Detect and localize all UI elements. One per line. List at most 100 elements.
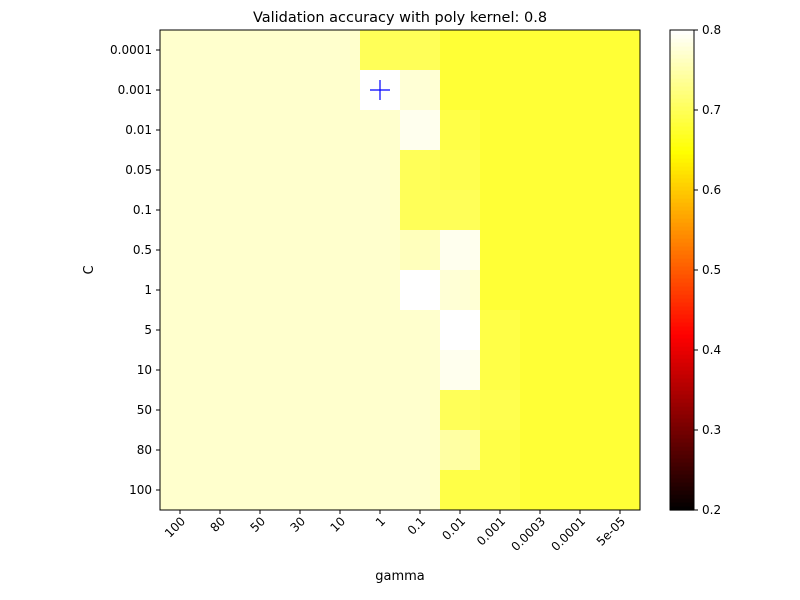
heatmap-cell	[520, 430, 561, 471]
heatmap-cell	[400, 190, 441, 231]
colorbar-band	[670, 442, 694, 447]
heatmap-cell	[360, 150, 401, 191]
heatmap-cell	[600, 470, 641, 511]
heatmap-cell	[160, 390, 201, 431]
colorbar-band	[670, 398, 694, 403]
heatmap-cell	[200, 30, 241, 71]
colorbar-band	[670, 210, 694, 215]
x-axis-label: gamma	[375, 569, 425, 584]
colorbar-band	[670, 406, 694, 411]
colorbar-band	[670, 254, 694, 259]
heatmap-cell	[320, 430, 361, 471]
colorbar-band	[670, 382, 694, 387]
colorbar-band	[670, 482, 694, 487]
heatmap-cell	[360, 310, 401, 351]
colorbar-band	[670, 450, 694, 455]
heatmap-cell	[600, 270, 641, 311]
heatmap-cell	[520, 110, 561, 151]
colorbar-band	[670, 366, 694, 371]
heatmap-cell	[520, 150, 561, 191]
colorbar-band	[670, 190, 694, 195]
heatmap-cell	[240, 350, 281, 391]
heatmap-cell	[560, 390, 601, 431]
colorbar-band	[670, 194, 694, 199]
heatmap-cell	[520, 390, 561, 431]
heatmap-cell	[200, 350, 241, 391]
colorbar-band	[670, 466, 694, 471]
heatmap-cell	[400, 110, 441, 151]
heatmap-cell	[600, 430, 641, 471]
heatmap-cell	[600, 390, 641, 431]
heatmap-cell	[520, 270, 561, 311]
colorbar-band	[670, 162, 694, 167]
colorbar-band	[670, 54, 694, 59]
heatmap-cell	[160, 270, 201, 311]
colorbar-band	[670, 330, 694, 335]
heatmap-cell	[320, 270, 361, 311]
colorbar-band	[670, 214, 694, 219]
colorbar-band	[670, 310, 694, 315]
colorbar-band	[670, 474, 694, 479]
heatmap-cell	[440, 30, 481, 71]
colorbar-band	[670, 58, 694, 63]
heatmap-cell	[400, 70, 441, 111]
heatmap-cell	[600, 150, 641, 191]
colorbar-band	[670, 302, 694, 307]
heatmap-cell	[520, 470, 561, 511]
heatmap-cell	[360, 350, 401, 391]
colorbar-band	[670, 294, 694, 299]
heatmap-cell	[400, 310, 441, 351]
colorbar-band	[670, 42, 694, 47]
colorbar-band	[670, 66, 694, 71]
colorbar-band	[670, 470, 694, 475]
heatmap-cell	[280, 70, 321, 111]
heatmap-cell	[240, 190, 281, 231]
heatmap-cell	[520, 190, 561, 231]
y-tick-label: 0.05	[125, 163, 152, 177]
y-tick-label: 10	[137, 363, 152, 377]
colorbar-band	[670, 286, 694, 291]
heatmap-cell	[320, 310, 361, 351]
colorbar-band	[670, 74, 694, 79]
colorbar-band	[670, 498, 694, 503]
heatmap-cell	[360, 230, 401, 271]
heatmap-cell	[560, 190, 601, 231]
colorbar-band	[670, 90, 694, 95]
colorbar-band	[670, 174, 694, 179]
heatmap-cell	[480, 430, 521, 471]
colorbar-band	[670, 122, 694, 127]
colorbar-band	[670, 390, 694, 395]
colorbar-band	[670, 358, 694, 363]
colorbar-band	[670, 338, 694, 343]
colorbar-band	[670, 130, 694, 135]
heatmap-cell	[280, 350, 321, 391]
colorbar-band	[670, 70, 694, 75]
heatmap-cell	[320, 110, 361, 151]
colorbar-tick-label: 0.6	[702, 183, 721, 197]
colorbar-band	[670, 278, 694, 283]
colorbar-band	[670, 262, 694, 267]
colorbar-band	[670, 502, 694, 507]
colorbar-band	[670, 342, 694, 347]
colorbar-band	[670, 386, 694, 391]
heatmap-cell	[280, 150, 321, 191]
heatmap-cell	[480, 350, 521, 391]
heatmap-cell	[280, 30, 321, 71]
colorbar-band	[670, 250, 694, 255]
colorbar-band	[670, 422, 694, 427]
colorbar-band	[670, 114, 694, 119]
colorbar-band	[670, 182, 694, 187]
heatmap-cell	[560, 70, 601, 111]
colorbar-band	[670, 242, 694, 247]
chart-title: Validation accuracy with poly kernel: 0.…	[253, 10, 547, 26]
heatmap-cell	[600, 110, 641, 151]
colorbar-band	[670, 374, 694, 379]
colorbar-band	[670, 62, 694, 67]
heatmap-cell	[160, 350, 201, 391]
colorbar-tick-label: 0.4	[702, 343, 721, 357]
heatmap-cell	[400, 430, 441, 471]
heatmap-cell	[400, 390, 441, 431]
heatmap-cell	[480, 190, 521, 231]
heatmap-cell	[560, 350, 601, 391]
